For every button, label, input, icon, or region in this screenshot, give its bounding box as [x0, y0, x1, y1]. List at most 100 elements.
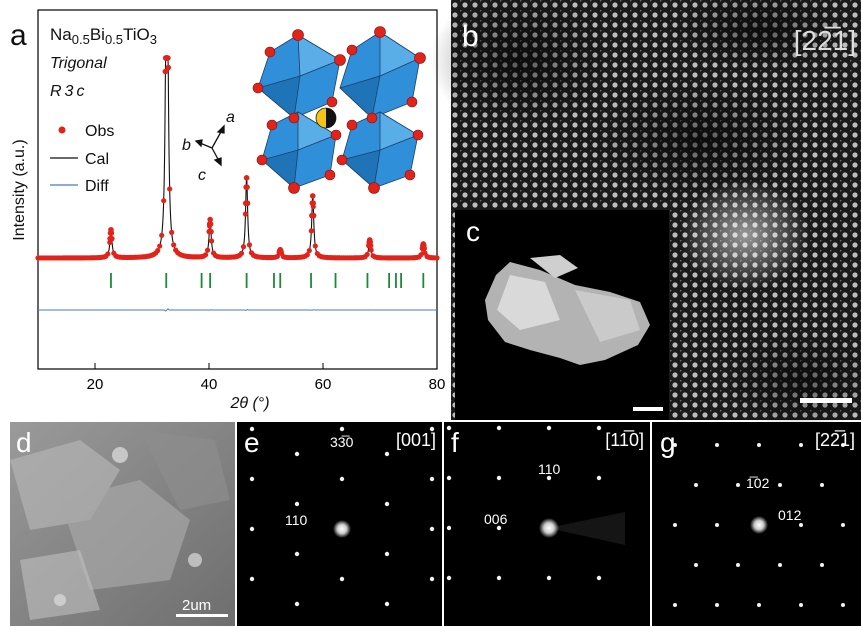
x-tick-label: 80 [429, 376, 446, 393]
obs-point [367, 242, 374, 249]
obs-point [246, 242, 253, 248]
panel-f-image: f [11̅0] 110 006 [444, 422, 650, 626]
diffraction-spot [339, 476, 345, 482]
panel-d-scale-bar [176, 614, 228, 617]
diffraction-spot [294, 451, 300, 457]
legend-cal-label: Cal [85, 151, 109, 168]
x-tick-label: 20 [87, 376, 104, 393]
diffraction-spot [673, 443, 677, 447]
obs-point [306, 247, 312, 254]
diffraction-spot [841, 523, 845, 527]
obs-point [207, 221, 214, 227]
obs-point [364, 251, 370, 258]
panel-e-image: e [001] 33̅0 110 [237, 422, 442, 626]
obs-point [310, 212, 317, 219]
diffraction-spot [249, 526, 255, 532]
diffraction-spot [496, 425, 502, 431]
axis-c-label: c [198, 167, 206, 184]
diffraction-spot [546, 425, 552, 431]
obs-point [165, 55, 171, 61]
diffraction-spot [596, 475, 602, 481]
diffraction-spot [446, 525, 452, 531]
panel-e-spots [249, 426, 435, 607]
diffraction-spot [820, 483, 824, 487]
obs-series-points [35, 55, 440, 261]
obs-point [238, 250, 245, 256]
diffraction-spot [778, 483, 782, 487]
obs-point [105, 251, 111, 257]
diffraction-spot [249, 476, 255, 482]
obs-point [421, 245, 427, 252]
obs-point [204, 247, 211, 253]
obs-point [244, 184, 250, 190]
diffraction-spot [799, 603, 803, 607]
panel-label-b: b [462, 20, 479, 53]
diffraction-spot [294, 551, 300, 557]
obs-point [304, 252, 310, 258]
diffraction-spot [596, 575, 602, 581]
diffraction-spot [778, 563, 782, 567]
panel-label-f: f [451, 427, 459, 458]
reflection-ticks [110, 273, 425, 288]
axis-a-label: a [226, 109, 235, 126]
diffraction-spot [429, 576, 435, 582]
diffraction-spot [841, 443, 845, 447]
diffraction-spot [546, 475, 552, 481]
diffraction-spot [736, 563, 740, 567]
panel-e-spot2-label: 110 [285, 512, 308, 528]
panel-g-spots [673, 443, 845, 607]
diffraction-spot [384, 501, 390, 507]
x-axis-label: 2θ (°) [229, 395, 269, 412]
obs-point [434, 255, 440, 261]
diffraction-spot [294, 501, 300, 507]
oxygen-atoms [252, 26, 426, 194]
legend-diff-label: Diff [85, 178, 109, 195]
panel-label-c: c [466, 216, 480, 247]
obs-point [155, 248, 161, 254]
obs-point [165, 64, 172, 71]
diffraction-spot [429, 476, 435, 482]
panel-e-zone-axis: [001] [396, 430, 436, 450]
panel-b-scale-bar [800, 398, 852, 403]
obs-point [108, 230, 115, 236]
diffraction-spot [339, 426, 345, 432]
diffraction-spot [496, 525, 502, 531]
diffraction-spot [715, 443, 719, 447]
panel-a-chart: 20 40 60 80 a Na0.5Bi0.5TiO3 Trigonal R3c O… [10, 9, 446, 412]
diffraction-spot [736, 483, 740, 487]
diffraction-spot [673, 523, 677, 527]
diffraction-spot [757, 603, 761, 607]
obs-point [109, 235, 115, 242]
diffraction-spot [429, 526, 435, 532]
diffraction-spot [799, 443, 803, 447]
crystal-system-text: Trigonal [50, 55, 107, 72]
x-tick-label: 40 [201, 376, 218, 393]
obs-point [207, 216, 213, 223]
beam-stop [548, 512, 625, 545]
legend-obs-label: Obs [85, 123, 114, 140]
obs-point [202, 252, 209, 258]
panel-g-spot2-label: 012 [778, 507, 802, 523]
panel-label-a: a [10, 19, 27, 52]
diffraction-spot [446, 425, 452, 431]
y-axis-label: Intensity (a.u.) [11, 139, 28, 240]
panel-c-image: c [455, 210, 669, 420]
obs-point [418, 252, 424, 258]
obs-point [312, 243, 318, 249]
panel-f-spot1-label: 110 [538, 461, 561, 477]
obs-point [240, 244, 247, 250]
obs-point [244, 200, 251, 207]
diffraction-spot [249, 426, 255, 432]
panel-g-zone-axis: [22̅1] [815, 430, 855, 450]
diffraction-spot [799, 523, 803, 527]
diffraction-spot [384, 451, 390, 457]
obs-point [157, 243, 163, 249]
panel-b-zone-axis: [22̅1] [794, 25, 856, 56]
obs-point [161, 198, 167, 204]
space-group-text: R3c [50, 83, 87, 100]
diffraction-spot [384, 601, 390, 607]
obs-point [278, 249, 284, 256]
obs-point [159, 232, 165, 238]
panel-d-image: 2um d [10, 422, 235, 626]
